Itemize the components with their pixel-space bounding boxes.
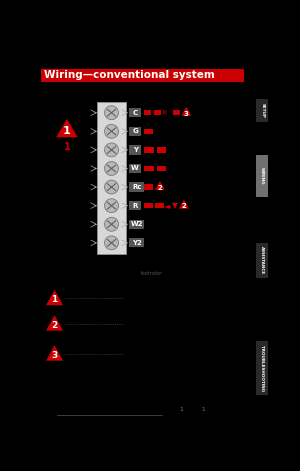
Circle shape — [104, 217, 118, 231]
FancyBboxPatch shape — [129, 127, 141, 136]
Circle shape — [104, 199, 118, 212]
Text: 1: 1 — [64, 142, 70, 153]
Circle shape — [104, 236, 118, 250]
Text: WIRING: WIRING — [260, 167, 264, 185]
FancyBboxPatch shape — [129, 164, 141, 173]
FancyBboxPatch shape — [256, 99, 268, 122]
Text: SETUP: SETUP — [260, 103, 264, 118]
Circle shape — [104, 124, 118, 138]
FancyBboxPatch shape — [129, 238, 145, 247]
FancyBboxPatch shape — [129, 219, 145, 229]
Circle shape — [104, 162, 118, 175]
Text: ◄: ◄ — [164, 201, 171, 210]
Polygon shape — [181, 106, 191, 116]
Text: ▼: ▼ — [172, 201, 178, 210]
FancyBboxPatch shape — [173, 110, 180, 115]
Text: ASSISTANCE: ASSISTANCE — [260, 246, 264, 275]
Circle shape — [104, 143, 118, 157]
FancyBboxPatch shape — [41, 69, 244, 82]
Text: ×: × — [161, 108, 168, 117]
Circle shape — [104, 180, 118, 194]
FancyBboxPatch shape — [145, 147, 154, 153]
Text: Rc: Rc — [132, 184, 142, 190]
FancyBboxPatch shape — [155, 203, 164, 208]
Text: G: G — [132, 128, 138, 134]
Polygon shape — [46, 290, 63, 305]
Text: 2: 2 — [182, 203, 186, 210]
Polygon shape — [179, 200, 189, 209]
Text: 1: 1 — [51, 295, 58, 304]
FancyBboxPatch shape — [145, 110, 152, 115]
Text: R: R — [133, 203, 138, 209]
Polygon shape — [46, 315, 63, 331]
FancyBboxPatch shape — [256, 341, 268, 395]
Text: 3: 3 — [184, 111, 189, 116]
Text: 1: 1 — [63, 126, 71, 136]
FancyBboxPatch shape — [129, 145, 141, 154]
Text: Y: Y — [133, 147, 138, 153]
FancyBboxPatch shape — [157, 166, 166, 171]
FancyBboxPatch shape — [157, 147, 166, 153]
Text: TROUBLESHOOTING: TROUBLESHOOTING — [260, 345, 264, 391]
Polygon shape — [56, 119, 78, 138]
FancyBboxPatch shape — [129, 201, 141, 210]
Text: C: C — [133, 110, 138, 116]
Circle shape — [104, 106, 118, 120]
Text: 2: 2 — [158, 185, 162, 191]
Text: W: W — [131, 165, 139, 171]
Polygon shape — [155, 181, 165, 190]
FancyBboxPatch shape — [256, 243, 268, 278]
Text: 1         1: 1 1 — [180, 407, 206, 413]
FancyBboxPatch shape — [145, 166, 154, 171]
Text: Wiring—conventional system: Wiring—conventional system — [44, 70, 215, 81]
Text: Y2: Y2 — [132, 240, 142, 246]
FancyBboxPatch shape — [154, 110, 161, 115]
Polygon shape — [46, 345, 63, 361]
FancyBboxPatch shape — [145, 184, 153, 190]
Text: W2: W2 — [130, 221, 143, 227]
FancyBboxPatch shape — [256, 154, 268, 197]
Text: 3: 3 — [51, 351, 58, 360]
FancyBboxPatch shape — [145, 129, 153, 134]
FancyBboxPatch shape — [129, 182, 145, 192]
FancyBboxPatch shape — [145, 203, 153, 208]
Text: 2: 2 — [51, 321, 58, 330]
Text: footnote¹: footnote¹ — [141, 271, 164, 276]
FancyBboxPatch shape — [97, 102, 126, 254]
FancyBboxPatch shape — [129, 108, 141, 117]
